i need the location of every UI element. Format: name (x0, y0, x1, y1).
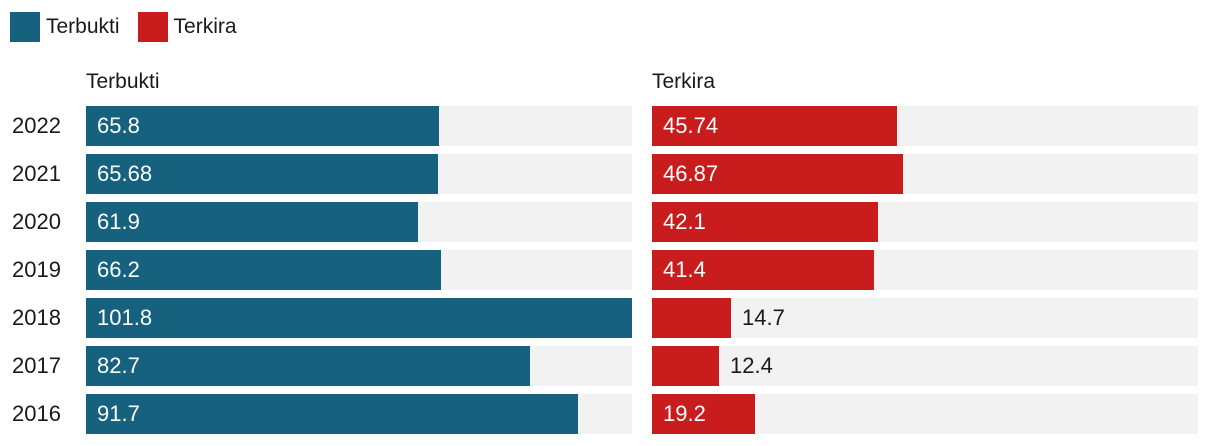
legend: Terbukti Terkira (10, 12, 255, 42)
bar-terbukti-2019[interactable] (86, 250, 441, 290)
bar-track-terkira-2022: 45.74 (652, 106, 1198, 146)
data-label-terbukti-2020: 61.9 (97, 209, 140, 234)
bar-track-terbukti-2017: 82.7 (86, 346, 632, 386)
data-label-terkira-2018: 14.7 (742, 305, 785, 330)
bar-track-terkira-2021: 46.87 (652, 154, 1198, 194)
panel-title-terkira: Terkira (652, 70, 716, 93)
bar-track-terkira-2019: 41.4 (652, 250, 1198, 290)
data-label-terkira-2019: 41.4 (663, 257, 706, 282)
bar-track-terkira-2020: 42.1 (652, 202, 1198, 242)
data-label-terbukti-2021: 65.68 (97, 161, 153, 186)
bar-track-terbukti-2016: 91.7 (86, 394, 632, 434)
bar-terkira-2021[interactable] (652, 154, 903, 194)
bar-terkira-2022[interactable] (652, 106, 897, 146)
bar-terkira-2018[interactable] (652, 298, 731, 338)
data-label-terkira-2016: 19.2 (663, 401, 706, 426)
legend-item-terkira[interactable]: Terkira (137, 12, 237, 42)
data-label-terkira-2022: 45.74 (663, 113, 719, 138)
bar-terbukti-2017[interactable] (86, 346, 530, 386)
bar-track-terbukti-2018: 101.8 (86, 298, 632, 338)
data-label-terbukti-2017: 82.7 (97, 353, 140, 378)
bar-track-terbukti-2019: 66.2 (86, 250, 632, 290)
bar-terkira-2019[interactable] (652, 250, 874, 290)
bar-terbukti-2022[interactable] (86, 106, 439, 146)
bar-track-terkira-2016: 19.2 (652, 394, 1198, 434)
panel-title-terbukti: Terbukti (86, 70, 160, 93)
category-label-2018: 2018 (12, 305, 61, 330)
legend-swatch-terbukti (10, 12, 40, 42)
data-label-terbukti-2019: 66.2 (97, 257, 140, 282)
category-label-2020: 2020 (12, 209, 61, 234)
category-label-2022: 2022 (12, 113, 61, 138)
bar-terbukti-2018[interactable] (86, 298, 632, 338)
category-label-2019: 2019 (12, 257, 61, 282)
data-label-terkira-2020: 42.1 (663, 209, 706, 234)
bar-terkira-2017[interactable] (652, 346, 719, 386)
bar-terkira-2020[interactable] (652, 202, 878, 242)
bar-track-terkira-2018: 14.7 (652, 298, 1198, 338)
category-label-2017: 2017 (12, 353, 61, 378)
legend-item-terbukti[interactable]: Terbukti (10, 12, 120, 42)
data-label-terbukti-2022: 65.8 (97, 113, 140, 138)
bar-terbukti-2020[interactable] (86, 202, 418, 242)
data-label-terbukti-2018: 101.8 (97, 305, 153, 330)
category-label-2021: 2021 (12, 161, 61, 186)
bar-terbukti-2016[interactable] (86, 394, 578, 434)
bar-track-terbukti-2022: 65.8 (86, 106, 632, 146)
legend-label-terkira: Terkira (173, 15, 237, 38)
bar-track-terkira-2017: 12.4 (652, 346, 1198, 386)
bar-track-terbukti-2020: 61.9 (86, 202, 632, 242)
bar-track-terbukti-2021: 65.68 (86, 154, 632, 194)
category-label-2016: 2016 (12, 401, 61, 426)
bar-terkira-2016[interactable] (652, 394, 755, 434)
data-label-terbukti-2016: 91.7 (97, 401, 140, 426)
legend-label-terbukti: Terbukti (46, 15, 120, 38)
data-label-terkira-2021: 46.87 (663, 161, 719, 186)
bar-terbukti-2021[interactable] (86, 154, 438, 194)
legend-swatch-terkira (137, 12, 168, 42)
data-label-terkira-2017: 12.4 (730, 353, 773, 378)
